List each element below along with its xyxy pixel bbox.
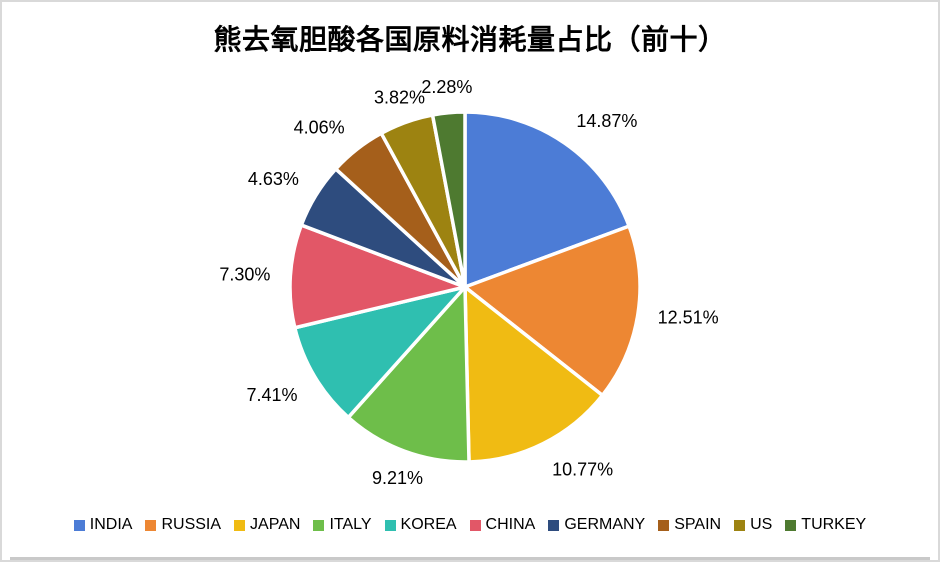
legend-swatch-turkey bbox=[785, 519, 797, 531]
data-label-russia: 12.51% bbox=[658, 307, 719, 327]
data-label-korea: 7.41% bbox=[246, 385, 297, 405]
legend-swatch-italy bbox=[313, 519, 325, 531]
legend-label: TURKEY bbox=[801, 516, 867, 533]
pie-slice-russia[interactable] bbox=[463, 224, 642, 398]
legend-item-russia[interactable]: RUSSIA bbox=[145, 516, 221, 534]
legend-swatch-korea bbox=[384, 519, 396, 531]
data-label-germany: 4.63% bbox=[248, 169, 299, 189]
data-label-us: 3.82% bbox=[374, 87, 425, 107]
data-label-china: 7.30% bbox=[219, 265, 270, 285]
legend-item-us[interactable]: US bbox=[734, 516, 772, 534]
legend-item-japan[interactable]: JAPAN bbox=[234, 516, 300, 534]
legend-label: RUSSIA bbox=[161, 516, 222, 533]
legend-label: GERMANY bbox=[564, 516, 646, 533]
legend-item-china[interactable]: CHINA bbox=[469, 516, 536, 534]
pie-slice-japan[interactable] bbox=[463, 285, 605, 464]
legend-label: JAPAN bbox=[250, 516, 301, 533]
pie-slice-china[interactable] bbox=[288, 223, 467, 330]
data-label-japan: 10.77% bbox=[552, 460, 613, 480]
pie-slice-turkey[interactable] bbox=[430, 110, 467, 289]
legend-item-germany[interactable]: GERMANY bbox=[548, 516, 645, 534]
legend-item-turkey[interactable]: TURKEY bbox=[785, 516, 866, 534]
legend-label: KOREA bbox=[400, 516, 457, 533]
legend-swatch-china bbox=[469, 519, 481, 531]
legend-label: CHINA bbox=[485, 516, 536, 533]
chart-title: 熊去氧胆酸各国原料消耗量占比（前十） bbox=[213, 24, 727, 55]
legend-label: SPAIN bbox=[674, 516, 722, 533]
legend-item-italy[interactable]: ITALY bbox=[313, 516, 372, 534]
legend-swatch-germany bbox=[548, 519, 560, 531]
legend-swatch-spain bbox=[658, 519, 670, 531]
data-label-india: 14.87% bbox=[576, 111, 637, 131]
legend-swatch-japan bbox=[234, 519, 246, 531]
legend-label: ITALY bbox=[329, 516, 372, 533]
data-label-italy: 9.21% bbox=[372, 468, 423, 488]
pie-slice-india[interactable] bbox=[463, 110, 631, 289]
pie-slice-italy[interactable] bbox=[346, 285, 471, 464]
data-label-spain: 4.06% bbox=[294, 118, 345, 138]
legend-label: US bbox=[750, 516, 773, 533]
legend-swatch-india bbox=[73, 519, 85, 531]
data-label-turkey: 2.28% bbox=[421, 77, 472, 97]
legend-label: INDIA bbox=[89, 516, 133, 533]
legend-swatch-us bbox=[734, 519, 746, 531]
pie-slice-korea[interactable] bbox=[293, 285, 467, 420]
legend-item-india[interactable]: INDIA bbox=[73, 516, 133, 534]
legend-item-korea[interactable]: KOREA bbox=[384, 516, 457, 534]
bottom-border bbox=[10, 557, 930, 560]
legend-swatch-russia bbox=[145, 519, 157, 531]
legend: INDIA RUSSIA JAPAN ITALY KOREA CHINA GERMANY SP… bbox=[2, 516, 938, 534]
legend-item-spain[interactable]: SPAIN bbox=[658, 516, 721, 534]
pie-chart: 14.87% 12.51% 10.77% 9.21% 7.41% 7.30% 4.63% 4.… bbox=[219, 77, 719, 488]
